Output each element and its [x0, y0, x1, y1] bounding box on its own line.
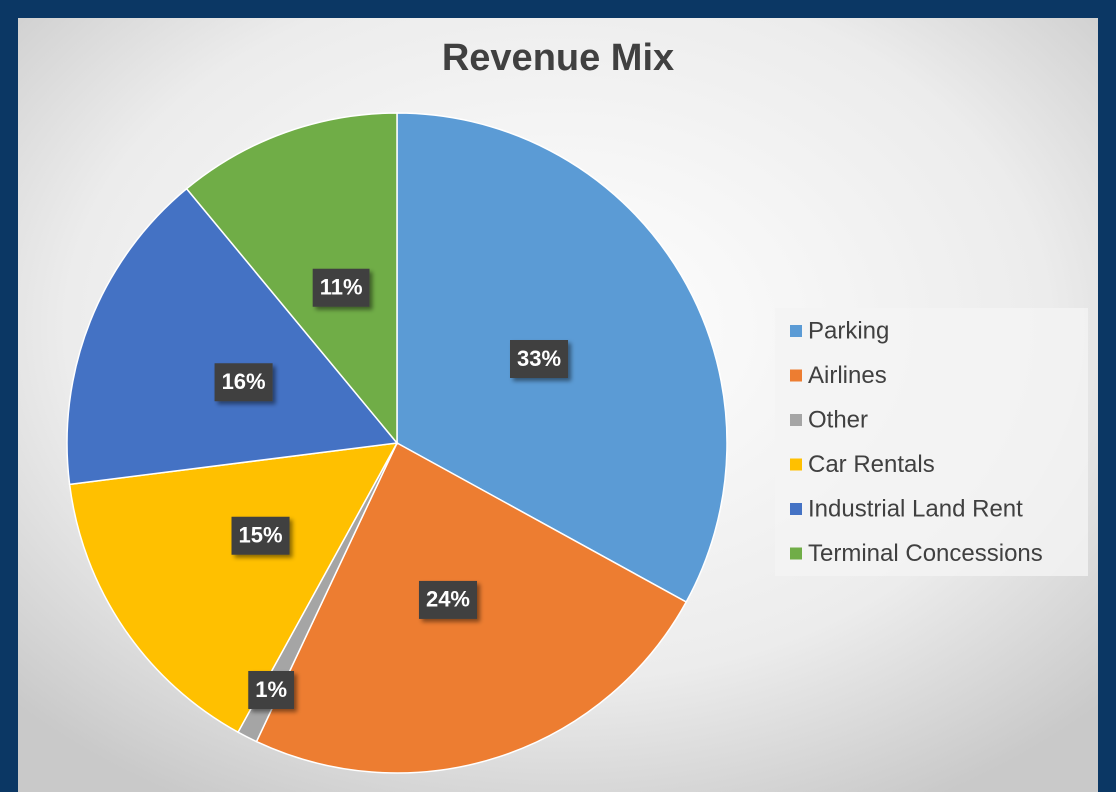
data-label-text: 1% [255, 677, 287, 702]
pie-slice [185, 112, 398, 446]
legend-label: Terminal Concessions [808, 540, 1043, 567]
data-label-text: 33% [517, 346, 561, 371]
data-label: 33% [509, 340, 569, 379]
legend-label: Other [808, 406, 868, 433]
legend-label: Airlines [808, 362, 887, 389]
data-label: 24% [418, 580, 478, 619]
legend-swatch [790, 325, 802, 337]
legend-label: Industrial Land Rent [808, 495, 1023, 522]
data-label-box [312, 268, 370, 307]
data-label-text: 15% [239, 523, 283, 548]
data-label-box [231, 516, 290, 555]
legend-swatch [790, 458, 802, 471]
data-label: 11% [312, 268, 370, 307]
data-label-box [248, 670, 295, 709]
legend-swatch [790, 503, 802, 515]
chart-title: Revenue Mix [442, 37, 674, 79]
data-label-text: 24% [426, 587, 470, 612]
data-label-box [214, 363, 273, 402]
data-label-box [509, 340, 569, 379]
pie-slice [68, 442, 399, 734]
data-label-text: 16% [222, 369, 266, 394]
legend-swatch [790, 547, 802, 560]
data-label-text: 11% [320, 275, 363, 300]
data-label: 1% [248, 670, 295, 709]
legend-box [775, 308, 1088, 576]
legend-swatch [790, 369, 802, 382]
legend-label: Car Rentals [808, 451, 935, 478]
data-label-box [418, 580, 478, 619]
pie-slice [66, 187, 399, 486]
legend-label: Parking [808, 317, 889, 344]
legend-swatch [790, 414, 802, 426]
data-label: 16% [214, 363, 273, 402]
data-label: 15% [231, 516, 290, 555]
